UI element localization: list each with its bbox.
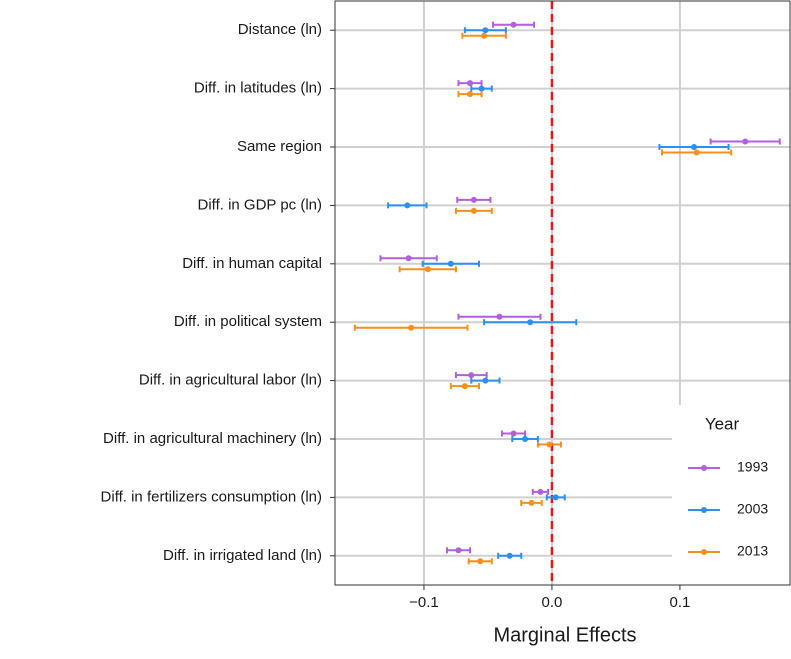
point bbox=[510, 21, 517, 28]
legend-swatch-point bbox=[701, 549, 707, 555]
x-tick-label: −0.1 bbox=[409, 594, 439, 611]
y-tick-label: Diff. in latitudes (ln) bbox=[194, 80, 322, 97]
y-tick-label: Diff. in agricultural machinery (ln) bbox=[103, 430, 322, 447]
legend-background bbox=[672, 405, 790, 585]
point bbox=[691, 144, 698, 150]
y-tick-label: Same region bbox=[237, 138, 322, 155]
point bbox=[546, 441, 553, 448]
point bbox=[552, 494, 559, 501]
plot-border bbox=[334, 0, 791, 586]
point bbox=[468, 372, 475, 379]
legend-swatch-point bbox=[701, 465, 707, 471]
point bbox=[522, 436, 529, 442]
x-axis-title: Marginal Effects bbox=[493, 624, 636, 646]
point bbox=[506, 552, 513, 559]
point bbox=[447, 260, 454, 267]
point bbox=[510, 430, 517, 437]
point bbox=[482, 27, 489, 34]
x-tick-label: 0.0 bbox=[542, 594, 563, 611]
point bbox=[404, 202, 411, 209]
point bbox=[408, 324, 415, 331]
point bbox=[470, 207, 477, 214]
x-tick-label: 0.1 bbox=[670, 594, 691, 611]
point bbox=[467, 91, 474, 98]
point bbox=[424, 266, 431, 273]
point bbox=[478, 85, 485, 92]
point bbox=[405, 255, 412, 262]
point bbox=[455, 547, 462, 554]
point bbox=[742, 138, 749, 145]
point bbox=[482, 377, 489, 384]
y-tick-label: Distance (ln) bbox=[238, 21, 322, 38]
y-tick-label: Diff. in GDP pc (ln) bbox=[198, 196, 322, 213]
point bbox=[481, 32, 488, 39]
y-tick-label: Diff. in political system bbox=[174, 313, 322, 330]
point bbox=[527, 319, 534, 326]
point bbox=[470, 196, 477, 203]
legend-label: 2013 bbox=[737, 543, 768, 559]
y-tick-label: Diff. in agricultural labor (ln) bbox=[139, 372, 322, 389]
point bbox=[496, 313, 503, 320]
y-tick-label: Diff. in fertilizers consumption (ln) bbox=[101, 488, 322, 505]
point bbox=[693, 149, 700, 156]
legend-label: 1993 bbox=[737, 459, 768, 475]
point bbox=[477, 558, 484, 565]
point bbox=[461, 383, 468, 390]
point bbox=[537, 488, 544, 495]
legend-title: Year bbox=[705, 414, 740, 433]
point bbox=[528, 499, 535, 506]
y-tick-label: Diff. in human capital bbox=[182, 255, 322, 272]
y-tick-label: Diff. in irrigated land (ln) bbox=[163, 547, 322, 564]
legend-label: 2003 bbox=[737, 501, 768, 517]
point bbox=[467, 80, 474, 87]
legend-swatch-point bbox=[701, 507, 707, 513]
